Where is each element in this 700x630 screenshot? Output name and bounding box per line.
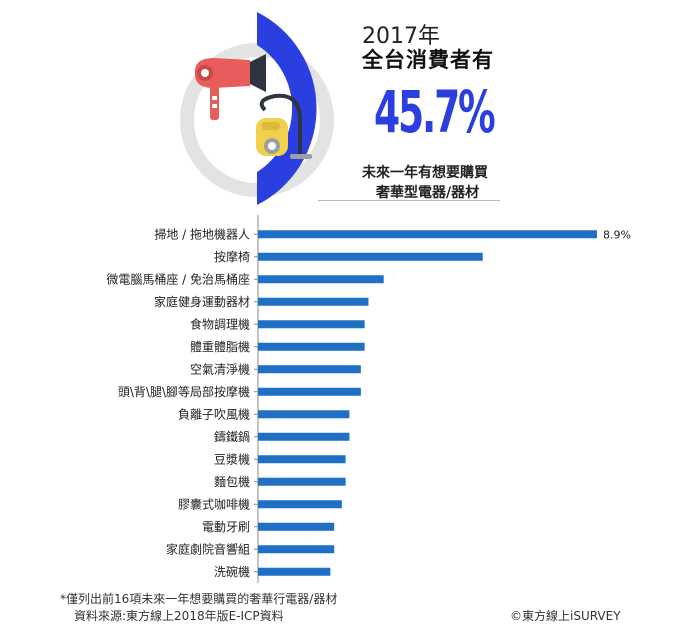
category-label: 家庭劇院音響組 <box>166 541 250 556</box>
category-label: 膠囊式咖啡機 <box>178 496 250 511</box>
category-label: 家庭健身運動器材 <box>154 294 250 309</box>
bar <box>258 320 365 329</box>
subtitle-line-2: 奢華型電器/器材 <box>376 185 480 201</box>
category-label: 掃地 / 拖地機器人 <box>154 226 250 241</box>
bar <box>258 410 350 419</box>
bar <box>258 477 346 486</box>
bar <box>258 342 365 351</box>
category-label: 麵包機 <box>214 474 250 489</box>
bar <box>258 230 597 239</box>
category-label: 微電腦馬桶座 / 免治馬桶座 <box>106 271 250 286</box>
bar <box>258 387 361 396</box>
bar <box>258 252 483 261</box>
bar <box>258 500 342 509</box>
big-percent: 45.7% <box>374 78 496 146</box>
category-label: 電動牙刷 <box>202 520 250 534</box>
category-label: 洗碗機 <box>214 564 250 579</box>
bar <box>258 545 335 554</box>
category-label: 豆漿機 <box>214 451 250 466</box>
hair-dryer-icon <box>195 54 266 120</box>
credit: ©東方線上iSURVEY <box>510 609 621 623</box>
headline: 全台消費者有 <box>362 48 494 72</box>
bar <box>258 297 369 306</box>
year-label: 2017年 <box>362 24 440 49</box>
data-label: 8.9% <box>603 228 631 241</box>
category-label: 鑄鐵鍋 <box>214 429 250 444</box>
category-label: 負離子吹風機 <box>178 406 250 421</box>
category-label: 空氣清淨機 <box>190 361 250 376</box>
bar <box>258 275 384 284</box>
footnote: *僅列出前16項未來一年想要購買的奢華行電器/器材 <box>60 592 338 606</box>
bar <box>258 522 335 531</box>
bar <box>258 432 350 441</box>
bar <box>258 365 361 374</box>
category-label: 體重體脂機 <box>190 339 250 354</box>
category-label: 頭\背\腿\腳等局部按摩機 <box>118 384 250 399</box>
bar <box>258 455 346 464</box>
vacuum-cleaner-icon <box>256 93 312 159</box>
category-label: 按摩椅 <box>214 249 250 264</box>
source-note: 資料來源:東方線上2018年版E-ICP資料 <box>74 609 284 623</box>
hero-graphic <box>180 12 334 205</box>
subtitle-line-1: 未來一年有想要購買 <box>362 165 488 181</box>
bar <box>258 567 331 576</box>
category-label: 食物調理機 <box>190 316 250 331</box>
hero-text: 2017年 全台消費者有 45.7% 未來一年有想要購買 奢華型電器/器材 <box>0 0 700 215</box>
subtitle-underline <box>318 200 500 201</box>
